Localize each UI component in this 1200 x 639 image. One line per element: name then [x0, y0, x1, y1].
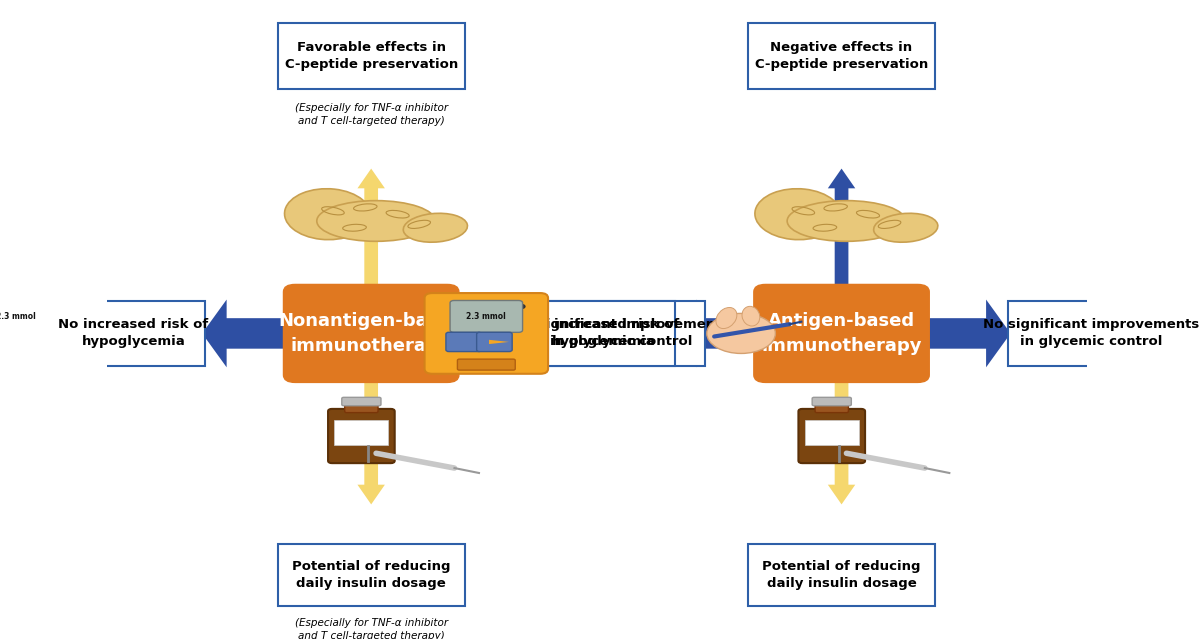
FancyBboxPatch shape [748, 24, 935, 89]
Polygon shape [828, 169, 856, 292]
Ellipse shape [284, 189, 371, 240]
FancyBboxPatch shape [1008, 301, 1175, 366]
Text: (Especially for TNF-α inhibitor
and T cell-targeted therapy): (Especially for TNF-α inhibitor and T ce… [295, 617, 448, 639]
FancyBboxPatch shape [277, 544, 464, 606]
Polygon shape [358, 169, 385, 292]
FancyBboxPatch shape [344, 403, 378, 413]
Text: No significant improvements
in glycemic control: No significant improvements in glycemic … [512, 318, 730, 348]
FancyBboxPatch shape [335, 420, 389, 445]
Text: Potential of reducing
daily insulin dosage: Potential of reducing daily insulin dosa… [292, 560, 450, 590]
Ellipse shape [1177, 313, 1200, 353]
Text: No increased risk of
hypoglycemia: No increased risk of hypoglycemia [529, 318, 679, 348]
Ellipse shape [707, 313, 775, 353]
Text: Negative effects in
C-peptide preservation: Negative effects in C-peptide preservati… [755, 41, 928, 71]
Circle shape [47, 304, 55, 309]
Text: No increased risk of
hypoglycemia: No increased risk of hypoglycemia [59, 318, 209, 348]
Polygon shape [202, 300, 295, 367]
Text: No significant improvements
in glycemic control: No significant improvements in glycemic … [983, 318, 1200, 348]
Polygon shape [490, 340, 509, 344]
FancyBboxPatch shape [62, 301, 205, 366]
Polygon shape [828, 375, 856, 504]
Ellipse shape [716, 307, 737, 328]
Ellipse shape [742, 306, 760, 326]
Text: Potential of reducing
daily insulin dosage: Potential of reducing daily insulin dosa… [762, 560, 920, 590]
FancyBboxPatch shape [812, 397, 851, 406]
FancyBboxPatch shape [0, 359, 44, 370]
Ellipse shape [317, 201, 436, 242]
FancyBboxPatch shape [6, 332, 42, 351]
FancyBboxPatch shape [533, 301, 676, 366]
FancyBboxPatch shape [328, 409, 395, 463]
FancyBboxPatch shape [450, 300, 522, 332]
FancyBboxPatch shape [538, 301, 704, 366]
Text: Favorable effects in
C-peptide preservation: Favorable effects in C-peptide preservat… [284, 41, 458, 71]
Ellipse shape [1187, 307, 1200, 328]
Polygon shape [358, 375, 385, 504]
FancyBboxPatch shape [0, 293, 78, 374]
FancyBboxPatch shape [0, 300, 53, 332]
FancyBboxPatch shape [0, 332, 11, 351]
Ellipse shape [403, 213, 468, 242]
Polygon shape [448, 300, 540, 367]
Ellipse shape [874, 213, 938, 242]
Polygon shape [19, 340, 38, 344]
Ellipse shape [787, 201, 906, 242]
FancyBboxPatch shape [476, 332, 512, 351]
Text: 2.3 mmol: 2.3 mmol [467, 312, 506, 321]
FancyBboxPatch shape [798, 409, 865, 463]
Polygon shape [672, 300, 766, 367]
FancyBboxPatch shape [283, 284, 458, 382]
FancyBboxPatch shape [805, 420, 859, 445]
FancyBboxPatch shape [815, 403, 848, 413]
FancyBboxPatch shape [748, 544, 935, 606]
FancyBboxPatch shape [446, 332, 481, 351]
Text: 2.3 mmol: 2.3 mmol [0, 312, 36, 321]
FancyBboxPatch shape [425, 293, 548, 374]
FancyBboxPatch shape [457, 359, 515, 370]
Circle shape [517, 304, 526, 309]
Ellipse shape [755, 189, 841, 240]
Polygon shape [918, 300, 1010, 367]
Text: Nonantigen-based
immunotherapy: Nonantigen-based immunotherapy [278, 312, 464, 355]
Text: Antigen-based
immunotherapy: Antigen-based immunotherapy [761, 312, 922, 355]
FancyBboxPatch shape [754, 284, 929, 382]
FancyBboxPatch shape [342, 397, 380, 406]
FancyBboxPatch shape [277, 24, 464, 89]
Text: (Especially for TNF-α inhibitor
and T cell-targeted therapy): (Especially for TNF-α inhibitor and T ce… [295, 103, 448, 127]
